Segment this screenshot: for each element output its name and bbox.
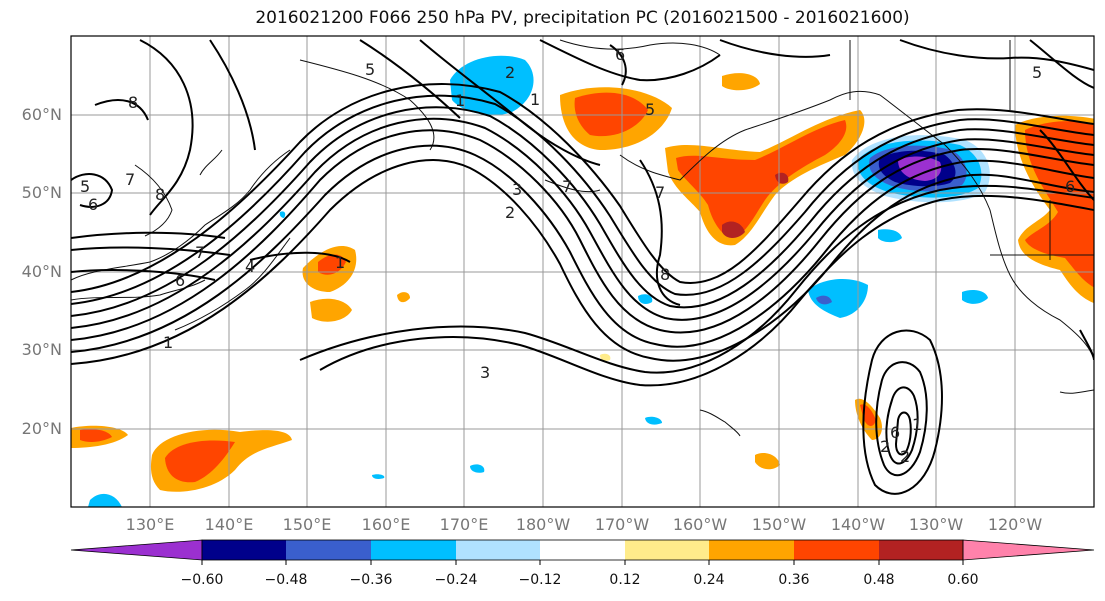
colorbar-tick-label: 0.12 — [609, 572, 641, 588]
colorbar-tick-label: −0.24 — [434, 572, 478, 588]
colorbar-swatch — [540, 540, 625, 560]
colorbar-tick-label: −0.36 — [349, 572, 393, 588]
colorbar-swatch — [709, 540, 794, 560]
colorbar-tick-label: −0.48 — [264, 572, 308, 588]
contour-label: 3 — [480, 363, 490, 382]
lon-label: 180°W — [515, 515, 571, 534]
contour-label: 7 — [125, 170, 135, 189]
contour-label: 4 — [245, 257, 255, 276]
colorbar-max-extension — [962, 539, 1095, 561]
contour-label: 6 — [615, 45, 625, 64]
precip-negative-shading — [88, 55, 990, 507]
lat-label: 40°N — [21, 262, 62, 281]
lon-label: 170°W — [594, 515, 650, 534]
precip-positive-region — [722, 73, 760, 91]
contour-label: 8 — [660, 265, 670, 284]
lon-label: 170°E — [439, 515, 489, 534]
precip-max-region — [775, 172, 789, 184]
lon-label: 150°E — [282, 515, 332, 534]
colorbar-swatch — [371, 540, 456, 560]
precip-light-region — [600, 353, 611, 361]
precip-negative-region — [638, 294, 653, 304]
contour-label: 2 — [880, 437, 890, 456]
lon-label: 150°W — [751, 515, 807, 534]
precip-negative-region — [898, 156, 942, 181]
precip-negative-region — [645, 416, 662, 425]
lat-label: 50°N — [21, 183, 62, 202]
contour-label: 7 — [195, 243, 205, 262]
contour-label: 1 — [455, 91, 465, 110]
lat-label: 20°N — [21, 419, 62, 438]
precip-negative-region — [279, 211, 286, 218]
contour-label: 3 — [512, 180, 522, 199]
map-frame — [70, 35, 1095, 508]
colorbar-tick-label: 0.24 — [693, 572, 725, 588]
colorbar-tick-label: 0.60 — [947, 572, 979, 588]
precip-positive-region — [755, 453, 780, 470]
lon-label: 140°W — [830, 515, 886, 534]
contour-label: 5 — [645, 100, 655, 119]
contour-label: 6 — [88, 195, 98, 214]
precip-positive-region — [397, 292, 410, 303]
precip-negative-region — [808, 278, 868, 318]
colorbar-swatch — [794, 540, 879, 560]
colorbar-tick-label: 0.48 — [863, 572, 895, 588]
precip-negative-region — [470, 464, 485, 473]
lat-label: 60°N — [21, 105, 62, 124]
contour-label: 1 — [335, 253, 345, 272]
contour-label: 2 — [505, 63, 515, 82]
lon-label: 160°W — [672, 515, 728, 534]
colorbar-tick-label: −0.60 — [180, 572, 224, 588]
colorbar-outline — [201, 539, 964, 561]
precip-max-region — [722, 221, 745, 238]
contour-label: 5 — [1032, 63, 1042, 82]
precip-strong-region — [165, 440, 235, 483]
contour-label: 5 — [80, 177, 90, 196]
colorbar-swatch — [202, 540, 286, 560]
figure-title: 2016021200 F066 250 hPa PV, precipitatio… — [255, 8, 910, 28]
precip-negative-region — [962, 290, 988, 304]
contour-label: 7 — [562, 177, 572, 196]
precip-negative-region — [878, 229, 902, 243]
colorbar — [70, 539, 1095, 565]
colorbar-min-extension — [70, 539, 203, 561]
contour-label: 6 — [1065, 177, 1075, 196]
contour-label: 8 — [128, 93, 138, 112]
lon-label: 120°W — [987, 515, 1043, 534]
contour-label: 1 — [530, 90, 540, 109]
lat-label: 30°N — [21, 340, 62, 359]
colorbar-swatch — [625, 540, 709, 560]
contour-label: 5 — [365, 60, 375, 79]
contour-labels: 5 6 8 2 1 6 5 5 8 6 5 7 6 1 1 7 2 3 1 7 … — [80, 45, 1075, 466]
lon-label: 160°E — [361, 515, 411, 534]
pv-contours — [71, 39, 1094, 495]
colorbar-swatch — [456, 540, 540, 560]
precip-negative-region — [816, 295, 832, 305]
lon-label: 140°E — [204, 515, 254, 534]
colorbar-swatch — [286, 540, 371, 560]
colorbar-tick-label: 0.36 — [778, 572, 810, 588]
contour-label: 8 — [155, 185, 165, 204]
contour-label: 2 — [900, 447, 910, 466]
contour-label: 2 — [505, 203, 515, 222]
precip-strong-region — [676, 120, 847, 238]
lon-label: 130°W — [908, 515, 964, 534]
contour-label: 1 — [163, 333, 173, 352]
colorbar-swatch — [879, 540, 963, 560]
precip-negative-region — [88, 493, 122, 507]
contour-label: 6 — [175, 271, 185, 290]
precip-strong-region — [80, 429, 112, 442]
lon-label: 130°E — [125, 515, 175, 534]
precip-negative-region — [372, 474, 385, 479]
precip-strong-region — [318, 254, 346, 275]
precip-strong-region — [574, 92, 648, 137]
contour-label: 1 — [912, 415, 922, 434]
precip-positive-region — [310, 298, 352, 322]
colorbar-tick-label: −0.12 — [518, 572, 562, 588]
contour-label: 6 — [890, 423, 900, 442]
contour-label: 7 — [655, 183, 665, 202]
